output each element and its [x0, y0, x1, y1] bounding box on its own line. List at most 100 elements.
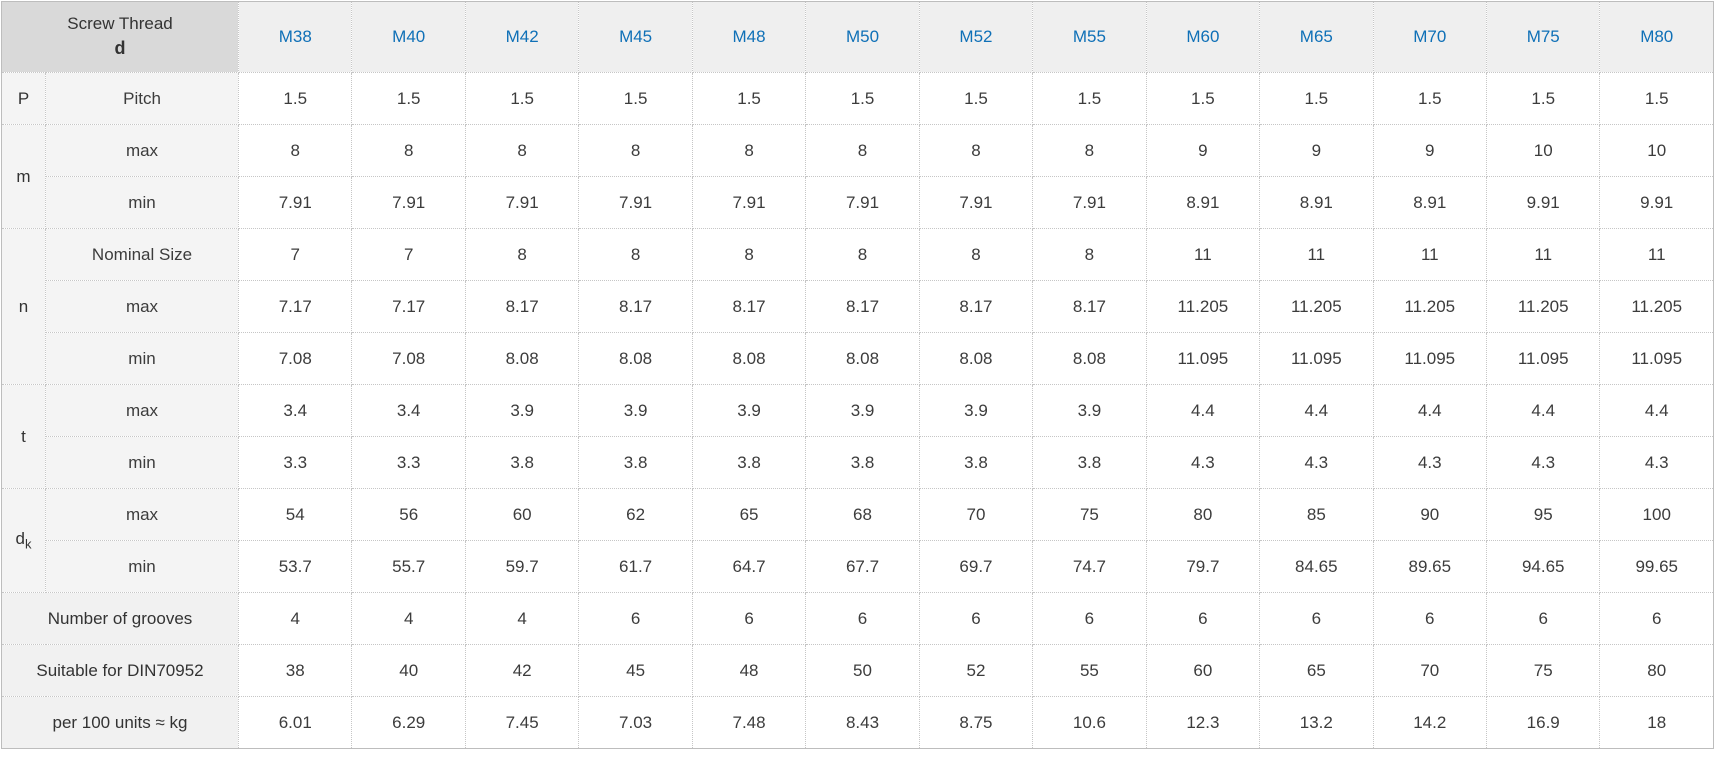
table-cell: 8: [578, 124, 693, 177]
table-cell: 99.65: [1599, 540, 1714, 593]
footer-row-label: Number of grooves: [0, 592, 240, 645]
table-cell: 8: [238, 124, 353, 177]
table-cell: 4.4: [1485, 384, 1601, 437]
table-cell: 8: [805, 124, 920, 177]
column-header-m65: M65: [1259, 1, 1374, 73]
table-cell: 7.91: [918, 176, 1034, 229]
table-cell: 6: [1372, 592, 1488, 645]
table-cell: 3.4: [238, 384, 353, 437]
table-cell: 3.8: [578, 436, 693, 489]
table-cell: 8.08: [1032, 332, 1147, 385]
table-cell: 84.65: [1259, 540, 1374, 593]
table-cell: 4.4: [1145, 384, 1261, 437]
table-cell: 7.03: [578, 696, 693, 749]
table-cell: 79.7: [1145, 540, 1261, 593]
table-cell: 6.01: [238, 696, 353, 749]
table-cell: 90: [1372, 488, 1488, 541]
table-cell: 1.5: [1372, 72, 1488, 125]
table-cell: 11.095: [1372, 332, 1488, 385]
row-label: max: [44, 280, 240, 333]
table-cell: 6: [578, 592, 693, 645]
table-cell: 9.91: [1599, 176, 1714, 229]
table-cell: 1.5: [691, 72, 807, 125]
table-cell: 16.9: [1485, 696, 1601, 749]
table-cell: 3.4: [351, 384, 466, 437]
table-cell: 65: [1259, 644, 1374, 697]
table-cell: 54: [238, 488, 353, 541]
table-cell: 8.08: [691, 332, 807, 385]
table-cell: 11.095: [1485, 332, 1601, 385]
row-label: max: [44, 384, 240, 437]
table-cell: 8.17: [1032, 280, 1147, 333]
table-cell: 8: [351, 124, 466, 177]
table-cell: 8: [578, 228, 693, 281]
table-cell: 11.205: [1372, 280, 1488, 333]
table-cell: 11.205: [1259, 280, 1374, 333]
table-cell: 8: [1032, 228, 1147, 281]
table-cell: 4.4: [1259, 384, 1374, 437]
table-row: n Nominal Size 7 7 8 8 8 8 8 8 11 11 11 11 11: [1, 228, 1714, 385]
table-cell: 1.5: [918, 72, 1034, 125]
table-cell: 75: [1032, 488, 1147, 541]
column-header-m55: M55: [1032, 1, 1147, 73]
table-cell: 65: [691, 488, 807, 541]
table-cell: 3.9: [805, 384, 920, 437]
table-cell: 7.91: [805, 176, 920, 229]
table-cell: 8: [1032, 124, 1147, 177]
table-cell: 1.5: [1145, 72, 1261, 125]
footer-row-label: per 100 units ≈ kg: [0, 696, 240, 749]
table-row: min 53.7 55.7 59.7 61.7 64.7 67.7 69.7 74.7 79.7 8…: [2, 540, 1714, 593]
column-header-m42: M42: [464, 1, 580, 73]
column-header-m60: M60: [1145, 1, 1261, 73]
table-cell: 4.3: [1599, 436, 1714, 489]
table-cell: 7.17: [351, 280, 466, 333]
table-row: Suitable for DIN70952 38 40 42 45 48 50 52 55 60 6…: [0, 644, 1714, 697]
table-cell: 3.9: [691, 384, 807, 437]
table-cell: 8.91: [1372, 176, 1488, 229]
table-cell: 7.45: [464, 696, 580, 749]
table-cell: 70: [918, 488, 1034, 541]
table-cell: 7.17: [238, 280, 353, 333]
table-cell: 53.7: [238, 540, 353, 593]
table-cell: 3.8: [464, 436, 580, 489]
column-header-m70: M70: [1372, 1, 1488, 73]
column-header-m40: M40: [351, 1, 466, 73]
table-cell: 8.43: [805, 696, 920, 749]
group-label-p: P: [1, 72, 46, 125]
column-header-m45: M45: [578, 1, 693, 73]
table-cell: 74.7: [1032, 540, 1147, 593]
table-cell: 6: [1032, 592, 1147, 645]
table-cell: 10.6: [1032, 696, 1147, 749]
table-cell: 8.91: [1259, 176, 1374, 229]
table-cell: 3.8: [918, 436, 1034, 489]
table-cell: 1.5: [1259, 72, 1374, 125]
column-header-m75: M75: [1485, 1, 1601, 73]
table-cell: 3.3: [238, 436, 353, 489]
table-cell: 3.9: [578, 384, 693, 437]
table-row: Number of grooves 4 4 4 6 6 6 6 6 6 6 6 6 6: [0, 592, 1714, 645]
table-cell: 9: [1259, 124, 1374, 177]
table-cell: 7: [238, 228, 353, 281]
table-cell: 1.5: [805, 72, 920, 125]
table-cell: 80: [1599, 644, 1714, 697]
table-cell: 8.75: [918, 696, 1034, 749]
table-cell: 11.205: [1145, 280, 1261, 333]
corner-header-cell: Screw Thread d: [0, 1, 240, 73]
table-cell: 1.5: [238, 72, 353, 125]
table-cell: 6: [1145, 592, 1261, 645]
table-cell: 11.095: [1259, 332, 1374, 385]
header-row: Screw Thread d M38 M40 M42 M45 M48 M50 M52 M55 M…: [0, 1, 1714, 73]
table-cell: 7.91: [464, 176, 580, 229]
table-cell: 45: [578, 644, 693, 697]
table-cell: 42: [464, 644, 580, 697]
group-label-dk: dk: [1, 488, 46, 593]
table-cell: 10: [1485, 124, 1601, 177]
column-header-m50: M50: [805, 1, 920, 73]
table-cell: 4.3: [1372, 436, 1488, 489]
column-header-m52: M52: [918, 1, 1034, 73]
table-cell: 7.48: [691, 696, 807, 749]
table-cell: 6: [1259, 592, 1374, 645]
table-cell: 100: [1599, 488, 1714, 541]
table-cell: 11: [1599, 228, 1714, 281]
